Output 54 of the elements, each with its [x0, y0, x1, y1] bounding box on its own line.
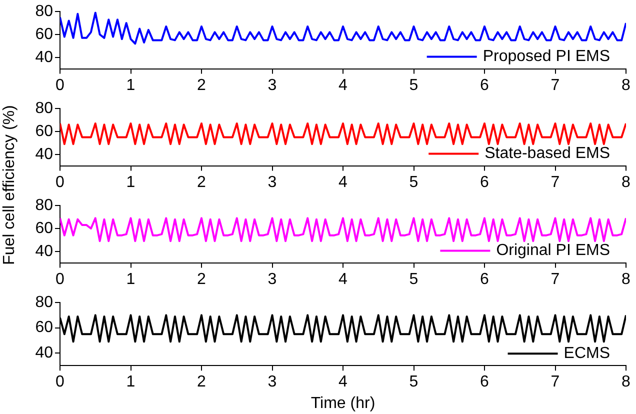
x-tick-label: 7	[550, 270, 560, 288]
y-tick-label: 80	[35, 197, 54, 214]
x-tick-label: 2	[197, 76, 206, 94]
y-tick-label: 60	[35, 319, 54, 336]
x-tick-label: 0	[56, 374, 65, 391]
y-tick-label: 80	[35, 100, 54, 118]
x-tick-label: 6	[480, 76, 490, 94]
y-tick-label: 40	[35, 48, 54, 66]
x-tick-label: 8	[622, 270, 631, 288]
y-tick-label: 60	[35, 122, 54, 140]
y-tick-label: 40	[35, 242, 54, 260]
y-tick-label: 40	[35, 146, 54, 163]
x-axis-title: Time (hr)	[310, 394, 376, 412]
x-tick-label: 8	[622, 374, 631, 391]
x-tick-label: 8	[622, 174, 631, 191]
x-tick-label: 0	[56, 270, 65, 288]
x-tick-label: 4	[338, 270, 348, 288]
x-tick-label: 5	[409, 76, 418, 94]
y-tick-label: 60	[35, 26, 54, 43]
x-tick-label: 6	[480, 374, 490, 391]
x-tick-label: 6	[480, 270, 490, 288]
legend-label: ECMS	[564, 345, 610, 362]
x-tick-label: 3	[268, 374, 277, 391]
x-tick-label: 4	[338, 76, 348, 94]
y-tick-label: 40	[35, 344, 54, 362]
x-tick-label: 6	[480, 174, 490, 191]
legend-label: State-based EMS	[484, 145, 610, 162]
x-tick-label: 2	[197, 374, 206, 391]
x-tick-label: 5	[409, 374, 418, 391]
x-tick-label: 7	[550, 174, 560, 191]
x-tick-label: 1	[126, 76, 136, 94]
x-tick-label: 5	[409, 174, 418, 191]
x-tick-label: 5	[409, 270, 418, 288]
x-tick-label: 8	[622, 76, 631, 94]
legend-label: Proposed PI EMS	[482, 48, 610, 66]
x-tick-label: 3	[268, 174, 277, 191]
y-tick-label: 60	[35, 220, 54, 237]
x-tick-label: 0	[56, 174, 65, 191]
y-tick-label: 80	[35, 294, 54, 312]
x-tick-label: 2	[197, 174, 206, 191]
x-tick-label: 1	[126, 174, 136, 191]
legend-label: Original PI EMS	[496, 242, 610, 260]
x-tick-label: 1	[126, 374, 136, 391]
y-tick-label: 80	[35, 3, 54, 20]
x-tick-label: 0	[56, 76, 65, 94]
x-tick-label: 7	[550, 374, 560, 391]
x-tick-label: 3	[268, 270, 277, 288]
x-tick-label: 2	[197, 270, 206, 288]
x-tick-label: 4	[338, 374, 348, 391]
x-tick-label: 7	[550, 76, 560, 94]
x-tick-label: 1	[126, 270, 136, 288]
x-tick-label: 4	[338, 174, 348, 191]
y-axis-title: Fuel cell efficiency (%)	[1, 105, 19, 265]
x-tick-label: 3	[268, 76, 277, 94]
